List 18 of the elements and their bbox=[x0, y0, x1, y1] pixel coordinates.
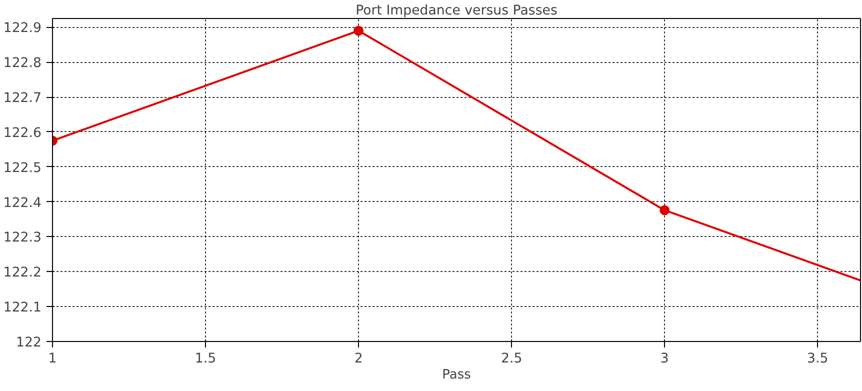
y-tick-label: 122 bbox=[16, 336, 42, 350]
x-axis-title: Pass bbox=[442, 368, 472, 382]
y-tick-label: 122.2 bbox=[3, 266, 42, 281]
x-tick-label: 3 bbox=[660, 352, 669, 366]
x-tick-label: 1.5 bbox=[194, 352, 216, 366]
y-tick-label: 122.3 bbox=[3, 230, 42, 246]
x-tick-label: 1 bbox=[48, 352, 57, 366]
y-tick-label: 122.9 bbox=[3, 21, 42, 36]
chart-title: Port Impedance versus Passes bbox=[356, 4, 558, 18]
y-tick-label: 122.6 bbox=[3, 126, 42, 141]
x-tick-label: 2.5 bbox=[500, 352, 522, 366]
x-tick-label: 3.5 bbox=[807, 352, 828, 366]
y-tick-label: 122.4 bbox=[3, 196, 42, 211]
y-tick-label: 122.1 bbox=[3, 300, 42, 316]
y-tick-label: 122.5 bbox=[3, 160, 42, 176]
y-tick-label: 122.7 bbox=[3, 91, 42, 106]
y-tick-label: 122.8 bbox=[3, 56, 42, 72]
x-tick-label: 2 bbox=[354, 352, 363, 366]
